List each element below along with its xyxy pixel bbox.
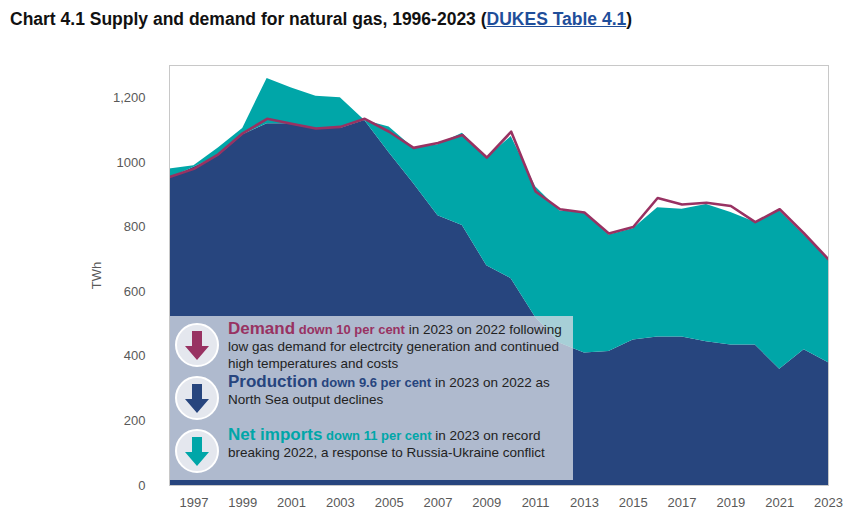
- svg-text:1,200: 1,200: [113, 90, 146, 105]
- html-text:Productiondown 9.6 per cent in: Productiondown 9.6 per cent in 2023 on 2…: [228, 372, 550, 407]
- svg-text:2007: 2007: [424, 495, 453, 510]
- svg-text:2021: 2021: [765, 495, 794, 510]
- svg-text:2001: 2001: [277, 495, 306, 510]
- svg-text:1000: 1000: [117, 155, 146, 170]
- svg-text:2017: 2017: [668, 495, 697, 510]
- svg-text:2023: 2023: [814, 495, 843, 510]
- html-text:Demanddown 10 per cent in 2023: Demanddown 10 per cent in 2023 on 2022 f…: [228, 319, 562, 371]
- svg-text:2003: 2003: [326, 495, 355, 510]
- svg-text:200: 200: [124, 413, 146, 428]
- svg-text:2019: 2019: [716, 495, 745, 510]
- svg-text:400: 400: [124, 348, 146, 363]
- svg-text:1997: 1997: [179, 495, 208, 510]
- svg-text:0: 0: [138, 478, 145, 493]
- html-text:Chart 4.1 Supply and demand fo: Chart 4.1 Supply and demand for natural …: [10, 9, 633, 29]
- svg-text:TWh: TWh: [89, 262, 104, 289]
- svg-text:1999: 1999: [228, 495, 257, 510]
- svg-text:2013: 2013: [570, 495, 599, 510]
- html-text:Net importsdown 11 per cent in: Net importsdown 11 per cent in 2023 on r…: [228, 425, 545, 460]
- svg-text:600: 600: [124, 284, 146, 299]
- svg-text:2009: 2009: [472, 495, 501, 510]
- svg-text:800: 800: [124, 219, 146, 234]
- svg-text:2005: 2005: [375, 495, 404, 510]
- svg-text:2011: 2011: [522, 495, 550, 510]
- svg-text:2015: 2015: [619, 495, 648, 510]
